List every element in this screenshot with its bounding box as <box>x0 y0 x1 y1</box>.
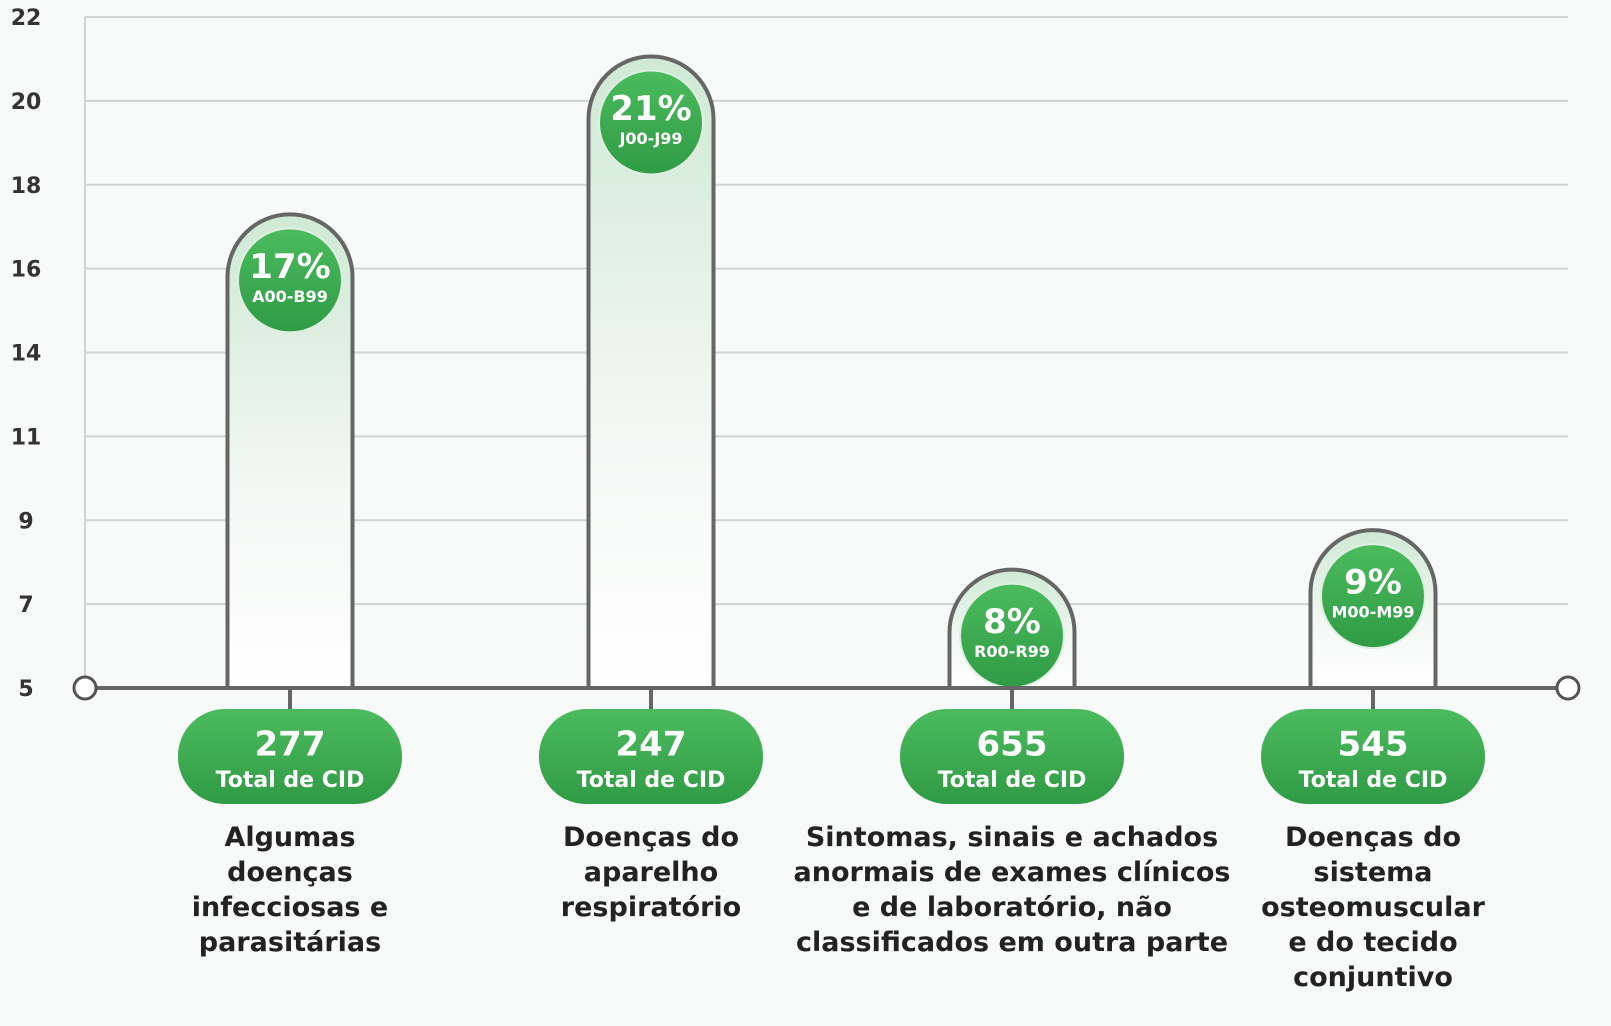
total-label: Total de CID <box>938 768 1087 793</box>
code-label: J00-J99 <box>618 129 682 148</box>
y-tick-label: 18 <box>11 174 42 199</box>
total-value: 277 <box>255 725 326 765</box>
y-tick-label: 22 <box>11 6 42 31</box>
value-badge <box>598 69 704 176</box>
y-tick-label: 9 <box>18 509 33 534</box>
category-wrap: Doenças do sistema osteomuscular e do te… <box>1261 822 1485 993</box>
y-tick-label: 16 <box>11 258 42 283</box>
total-pill <box>1261 709 1485 804</box>
category-wrap: Sintomas, sinais e achados anormais de e… <box>793 822 1231 958</box>
category-wrap: Doenças do aparelho respiratório <box>560 822 742 923</box>
y-tick-label: 5 <box>18 677 33 702</box>
code-label: A00-B99 <box>252 287 328 306</box>
total-value: 655 <box>977 725 1048 765</box>
value-label: 21% <box>610 89 691 129</box>
total-value: 545 <box>1338 725 1409 765</box>
y-tick-label: 7 <box>18 593 33 618</box>
total-value: 247 <box>616 725 687 765</box>
x-tick-label: Doenças do sistema osteomuscular e do te… <box>1261 822 1485 993</box>
code-label: R00-R99 <box>974 642 1050 661</box>
axis-end <box>72 675 98 701</box>
total-pill <box>178 709 402 804</box>
value-badge <box>237 227 343 334</box>
axis-end <box>1555 675 1581 701</box>
value-label: 8% <box>983 602 1041 642</box>
total-pill <box>539 709 763 804</box>
value-badge <box>1320 543 1426 650</box>
x-tick-label: Doenças do aparelho respiratório <box>560 822 742 923</box>
bar <box>225 212 355 688</box>
x-tick-label: Algumas doenças infecciosas e parasitári… <box>191 822 389 958</box>
y-tick-label: 11 <box>11 425 42 450</box>
category-wrap: Algumas doenças infecciosas e parasitári… <box>191 822 389 958</box>
code-label: M00-M99 <box>1331 603 1414 622</box>
total-label: Total de CID <box>1299 768 1448 793</box>
x-tick-label: Sintomas, sinais e achados anormais de e… <box>793 822 1231 958</box>
value-label: 9% <box>1344 563 1402 603</box>
total-label: Total de CID <box>216 768 365 793</box>
total-label: Total de CID <box>577 768 726 793</box>
value-label: 17% <box>249 247 330 287</box>
bar <box>586 54 716 688</box>
y-tick-label: 14 <box>11 342 42 367</box>
y-tick-label: 20 <box>11 90 42 115</box>
total-pill <box>900 709 1124 804</box>
